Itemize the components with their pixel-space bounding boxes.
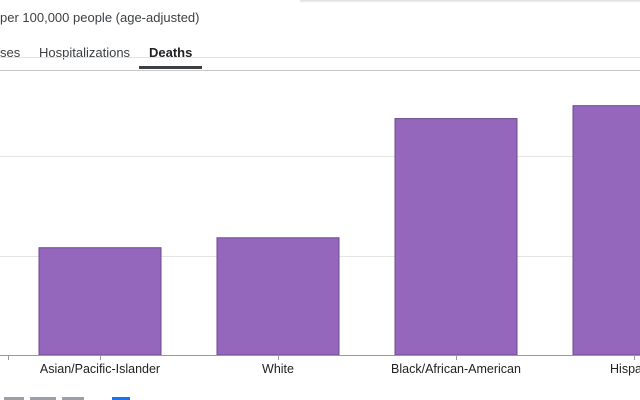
active-tab-indicator [139, 66, 202, 69]
bar[interactable] [394, 118, 518, 356]
bar[interactable] [572, 105, 640, 356]
x-tick-label: Black/African-American [391, 362, 521, 376]
metric-tabs: ses Hospitalizations Deaths [0, 40, 640, 70]
bar[interactable] [38, 247, 162, 356]
top-shadow [300, 0, 640, 3]
x-tick-label: White [262, 362, 294, 376]
chart-subtitle: per 100,000 people (age-adjusted) [0, 10, 200, 25]
x-tick-label: Hispanic [610, 362, 640, 376]
tab-cases[interactable]: ses [0, 45, 21, 60]
footer-cutoff-text [4, 397, 130, 400]
tabs-divider [0, 70, 640, 71]
x-tick-label: Asian/Pacific-Islander [40, 362, 160, 376]
tab-hospitalizations[interactable]: Hospitalizations [39, 45, 131, 60]
bar[interactable] [216, 237, 340, 356]
tab-deaths[interactable]: Deaths [149, 45, 193, 60]
